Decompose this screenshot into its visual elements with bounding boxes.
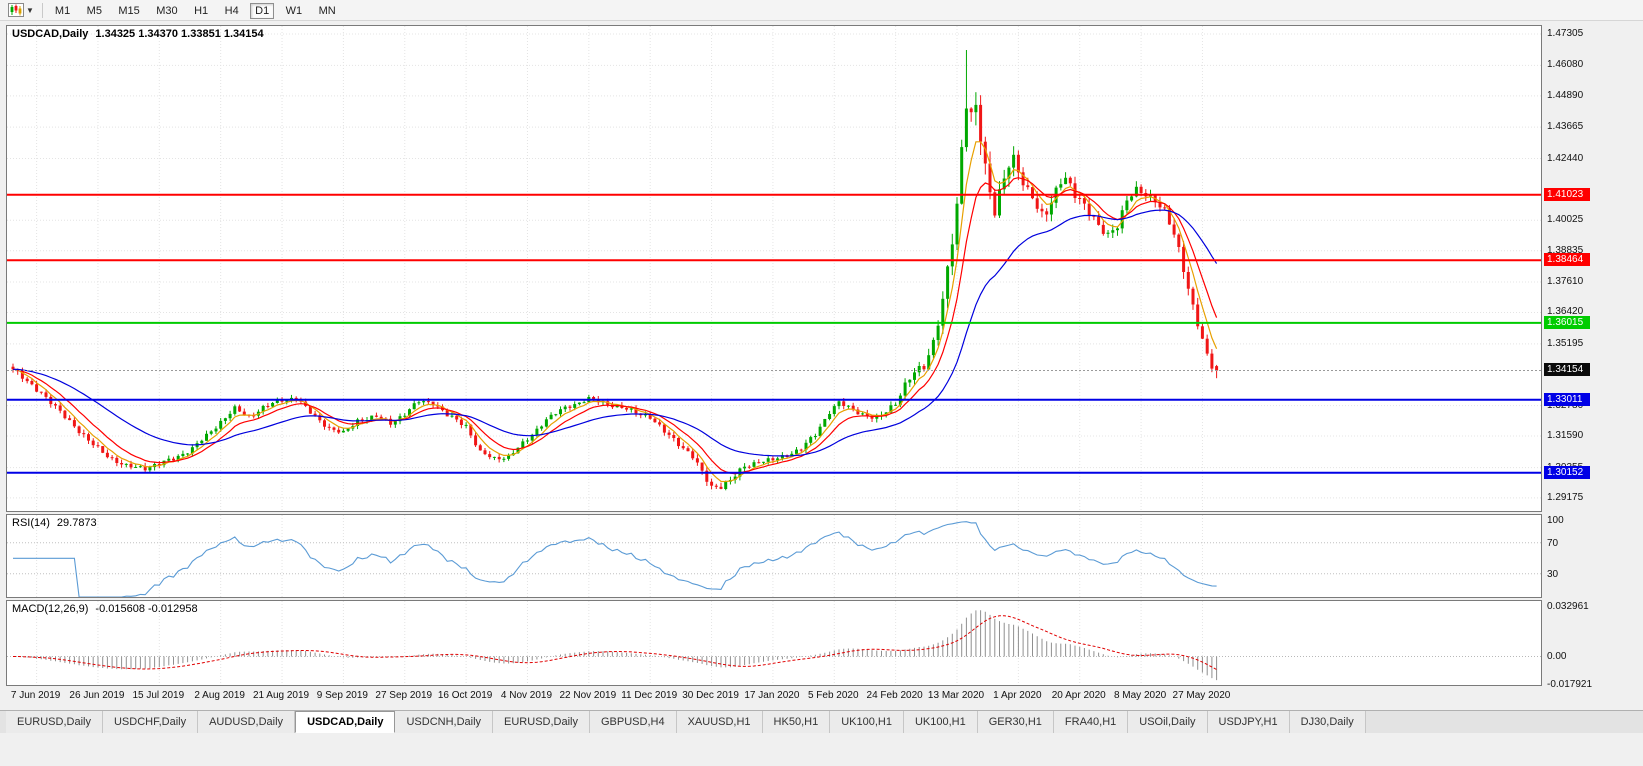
price-axis-tick: 1.31590 (1547, 430, 1584, 442)
chart-tab[interactable]: XAUUSD,H1 (676, 711, 763, 733)
chart-window: USDCAD,Daily 1.34325 1.34370 1.33851 1.34… (6, 25, 1542, 686)
chart-tab[interactable]: EURUSD,Daily (493, 711, 590, 733)
date-axis-label: 7 Jun 2019 (10, 690, 61, 701)
rsi-indicator-pane[interactable]: RSI(14) 29.7873 (6, 514, 1542, 598)
date-axis-label: 11 Dec 2019 (621, 690, 678, 701)
timeframe-button-m1[interactable]: M1 (54, 5, 71, 17)
rsi-axis-tick: 100 (1547, 514, 1564, 526)
macd-label: MACD(12,26,9) -0.015608 -0.012958 (12, 603, 198, 615)
rsi-current-value: 29.7873 (56, 517, 97, 529)
toolbar: ▼ M1 M5 M15 M30 H1 H4 D1 W1 MN (0, 0, 1643, 21)
date-axis-label: 22 Nov 2019 (559, 690, 617, 701)
macd-indicator-pane[interactable]: MACD(12,26,9) -0.015608 -0.012958 (6, 600, 1542, 686)
timeframe-button-m15[interactable]: M15 (118, 5, 140, 17)
current-price-badge: 1.34154 (1544, 363, 1590, 377)
chart-tab[interactable]: USOil,Daily (1128, 711, 1208, 733)
chart-symbol-label: USDCAD,Daily (12, 28, 89, 40)
chart-tab[interactable]: DJ30,Daily (1289, 711, 1366, 733)
macd-axis-tick: -0.017921 (1547, 679, 1593, 691)
price-axis-tick: 1.42440 (1547, 152, 1584, 164)
chart-tab[interactable]: GER30,H1 (977, 711, 1054, 733)
rsi-axis-tick: 30 (1547, 568, 1559, 580)
date-axis-label: 27 Sep 2019 (375, 690, 433, 701)
toolbar-separator (41, 2, 43, 18)
date-axis-label: 4 Nov 2019 (500, 690, 553, 701)
price-axis-tick: 1.35195 (1547, 337, 1584, 349)
date-axis-label: 24 Feb 2020 (866, 690, 923, 701)
candlestick-chart-icon (8, 3, 24, 17)
timeframe-button-h4[interactable]: H4 (224, 5, 239, 17)
price-axis-tick: 1.37610 (1547, 276, 1584, 288)
macd-axis-tick: 0.00 (1547, 651, 1567, 663)
date-axis-label: 27 May 2020 (1172, 690, 1231, 701)
price-line-badge: 1.38464 (1544, 253, 1590, 267)
date-axis-label: 5 Feb 2020 (807, 690, 859, 701)
price-chart-pane[interactable]: USDCAD,Daily 1.34325 1.34370 1.33851 1.34… (6, 25, 1542, 512)
chart-title: USDCAD,Daily 1.34325 1.34370 1.33851 1.34… (12, 28, 264, 40)
chart-tab[interactable]: USDJPY,H1 (1207, 711, 1290, 733)
date-axis-label: 9 Sep 2019 (316, 690, 368, 701)
chart-tab[interactable]: EURUSD,Daily (6, 711, 103, 733)
date-axis-label: 26 Jun 2019 (69, 690, 125, 701)
price-line-badge: 1.36015 (1544, 315, 1590, 329)
macd-name: MACD(12,26,9) (12, 603, 89, 615)
price-line-badge: 1.41023 (1544, 187, 1590, 201)
price-line-badge: 1.33011 (1544, 392, 1590, 406)
date-axis[interactable]: 7 Jun 2019 26 Jun 2019 15 Jul 2019 2 Aug 20… (6, 688, 1543, 704)
macd-current-values: -0.015608 -0.012958 (95, 603, 198, 615)
price-line-badge: 1.30152 (1544, 465, 1590, 479)
price-axis-tick: 1.43665 (1547, 121, 1584, 133)
price-axis-tick: 1.44890 (1547, 89, 1584, 101)
chart-ohlc-values: 1.34325 1.34370 1.33851 1.34154 (95, 28, 264, 40)
date-axis-label: 2 Aug 2019 (194, 690, 245, 701)
date-axis-label: 1 Apr 2020 (993, 690, 1042, 701)
rsi-canvas (7, 515, 1541, 597)
date-axis-label: 8 May 2020 (1113, 690, 1167, 701)
chart-tab[interactable]: USDCNH,Daily (395, 711, 494, 733)
date-axis-label: 20 Apr 2020 (1051, 690, 1106, 701)
chart-type-button[interactable]: ▼ (6, 2, 36, 18)
rsi-name: RSI(14) (12, 517, 50, 529)
price-chart-canvas (7, 26, 1541, 511)
chart-tab[interactable]: HK50,H1 (762, 711, 831, 733)
macd-axis-tick: 0.032961 (1547, 600, 1589, 612)
chart-tab[interactable]: UK100,H1 (903, 711, 978, 733)
price-axis-tick: 1.46080 (1547, 59, 1584, 71)
timeframe-button-mn[interactable]: MN (318, 5, 336, 17)
chart-tab[interactable]: USDCAD,Daily (295, 711, 396, 733)
timeframe-button-m30[interactable]: M30 (156, 5, 178, 17)
chart-tab[interactable]: FRA40,H1 (1053, 711, 1129, 733)
date-axis-label: 17 Jan 2020 (744, 690, 800, 701)
timeframe-toolbar: M1 M5 M15 M30 H1 H4 D1 W1 MN (49, 1, 342, 19)
date-axis-label: 21 Aug 2019 (252, 690, 310, 701)
date-axis-label: 16 Oct 2019 (437, 690, 493, 701)
macd-canvas (7, 601, 1541, 685)
price-axis[interactable]: 1.47305 1.46080 1.44890 1.43665 1.42440 1.400… (1543, 25, 1643, 707)
price-axis-tick: 1.47305 (1547, 28, 1584, 40)
chart-tab[interactable]: AUDUSD,Daily (198, 711, 296, 733)
timeframe-button-d1[interactable]: D1 (250, 3, 275, 19)
date-axis-label: 30 Dec 2019 (682, 690, 739, 701)
price-axis-tick: 1.29175 (1547, 491, 1584, 503)
timeframe-button-h1[interactable]: H1 (194, 5, 209, 17)
chart-tab[interactable]: GBPUSD,H4 (590, 711, 677, 733)
chevron-down-icon: ▼ (26, 5, 34, 15)
price-axis-tick: 1.40025 (1547, 214, 1584, 226)
price-axis-tick: 1.36420 (1547, 306, 1584, 318)
chart-tab-bar: EURUSD,Daily USDCHF,Daily AUDUSD,Daily U… (0, 710, 1643, 733)
rsi-label: RSI(14) 29.7873 (12, 517, 97, 529)
price-axis-tick: 1.38835 (1547, 244, 1584, 256)
timeframe-button-w1[interactable]: W1 (285, 5, 303, 17)
chart-tab[interactable]: USDCHF,Daily (102, 711, 199, 733)
date-axis-label: 13 Mar 2020 (927, 690, 985, 701)
chart-tab[interactable]: UK100,H1 (830, 711, 904, 733)
timeframe-button-m5[interactable]: M5 (86, 5, 102, 17)
date-axis-label: 15 Jul 2019 (132, 690, 185, 701)
rsi-axis-tick: 70 (1547, 537, 1559, 549)
